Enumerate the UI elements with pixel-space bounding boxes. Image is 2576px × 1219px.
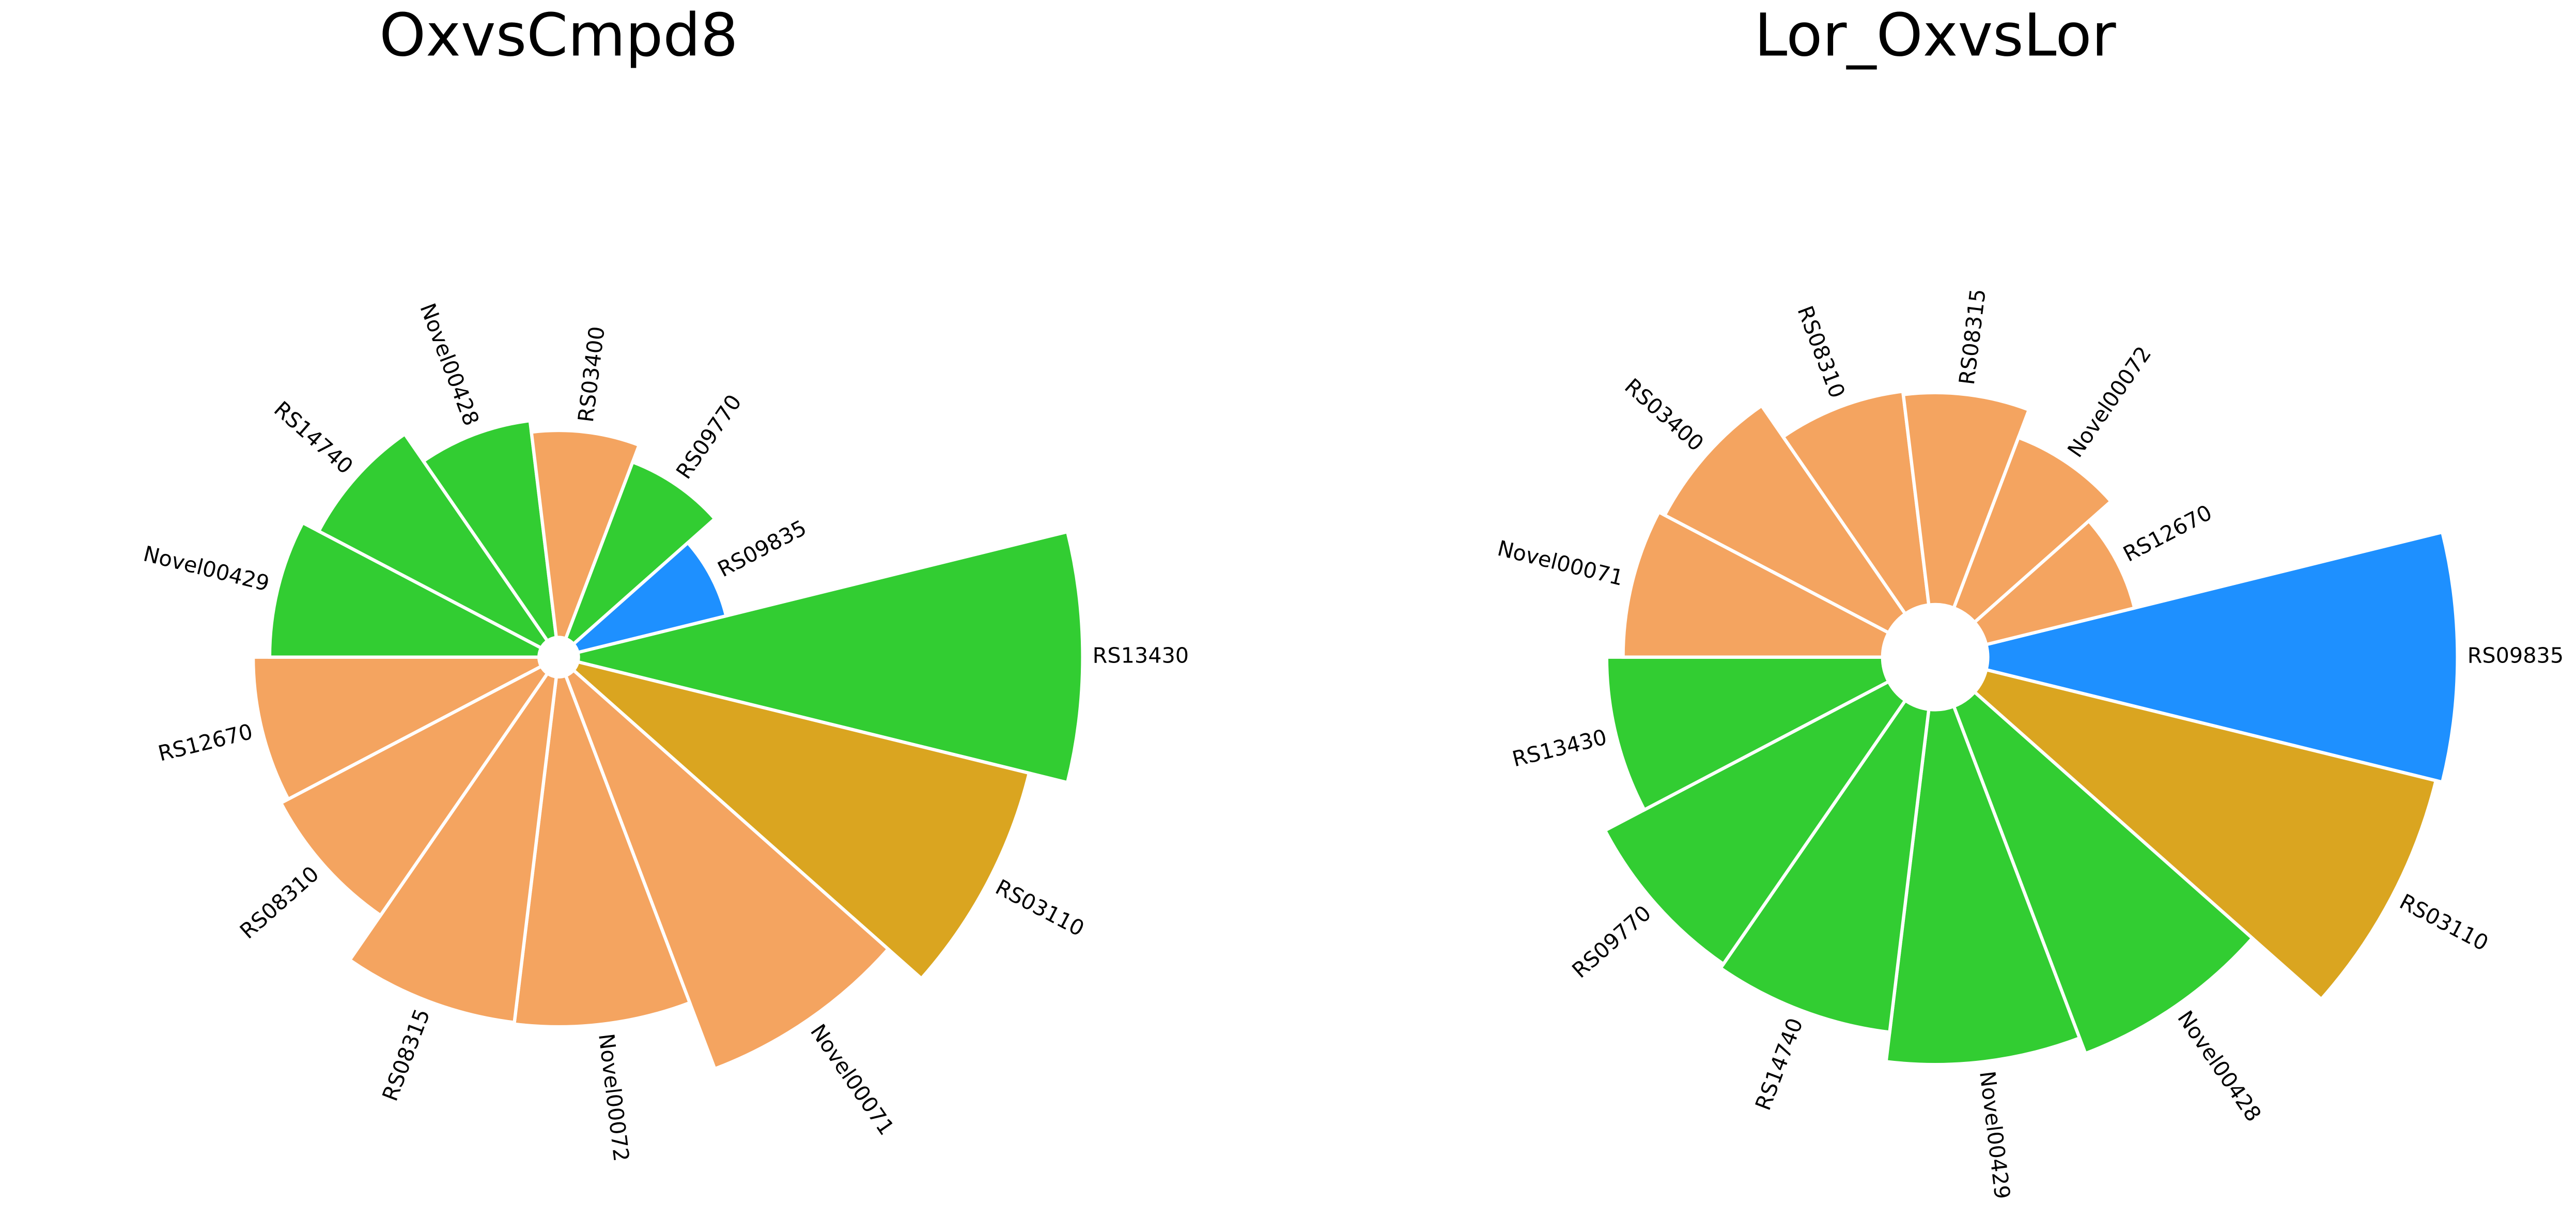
- bar: [268, 520, 544, 659]
- bar: [251, 655, 544, 801]
- chart-title: Lor_OxvsLor: [1755, 1, 2117, 70]
- bar-label: RS14740: [269, 396, 358, 479]
- bar: [1884, 704, 2082, 1067]
- bar: [1972, 518, 2137, 647]
- bar: [1951, 689, 2255, 1056]
- bar: [1984, 530, 2459, 784]
- bar: [1718, 698, 1931, 1035]
- bar-label: Novel00072: [594, 1032, 634, 1163]
- bar-label: RS09770: [671, 390, 746, 484]
- bar-label: RS09770: [1568, 901, 1656, 983]
- bar: [1605, 655, 1891, 812]
- bar: [278, 664, 550, 918]
- bar-label: Novel00072: [2062, 342, 2156, 462]
- bar: [563, 460, 718, 646]
- bar-label: Novel00429: [141, 541, 272, 596]
- bar-label: Novel00071: [1495, 536, 1626, 591]
- bar-label: RS03110: [991, 875, 1088, 942]
- bar-label: Novel00071: [805, 1020, 899, 1139]
- bar-label: RS08315: [378, 1006, 435, 1104]
- bar: [530, 428, 642, 641]
- bar: [1951, 435, 2114, 625]
- bar-label: Novel00428: [415, 300, 484, 429]
- bar-label: RS03400: [573, 325, 610, 424]
- bar-label: RS03110: [2396, 889, 2492, 956]
- chart-title: OxvsCmpd8: [379, 1, 738, 70]
- bar-label: RS13430: [1510, 724, 1609, 771]
- bar-label: Novel00428: [2172, 1006, 2266, 1126]
- bar-label: RS14740: [1750, 1015, 1808, 1114]
- bar-label: RS09835: [713, 515, 810, 582]
- bar-label: Novel00429: [1975, 1070, 2015, 1200]
- bar: [316, 431, 550, 651]
- bar: [1621, 510, 1891, 659]
- bar: [421, 419, 558, 643]
- bar: [571, 540, 728, 655]
- bar-label: RS13430: [1093, 643, 1189, 668]
- bar-label: RS08315: [1954, 287, 1991, 386]
- bar: [1780, 389, 1931, 616]
- bar-label: RS08310: [235, 861, 323, 944]
- bar: [1662, 403, 1908, 635]
- bar-label: RS08310: [1792, 302, 1850, 401]
- bar: [1603, 679, 1908, 967]
- bar: [1901, 391, 2031, 610]
- bar: [1972, 668, 2438, 1002]
- bar-label: RS03400: [1620, 374, 1708, 456]
- bar-label: RS09835: [2468, 643, 2564, 668]
- bar-label: RS12670: [156, 719, 255, 766]
- bar-label: RS12670: [2119, 500, 2216, 567]
